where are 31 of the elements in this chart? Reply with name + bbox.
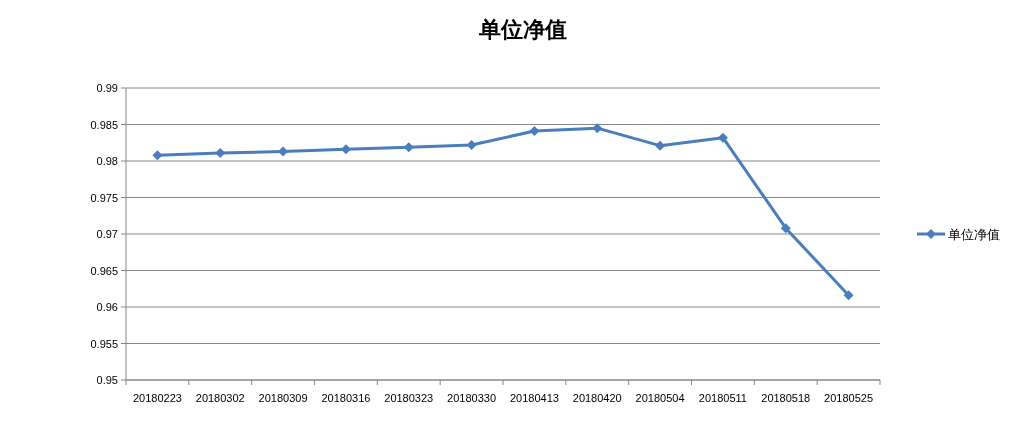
x-tick-label: 20180309 [258, 392, 308, 404]
x-tick-label: 20180302 [195, 392, 245, 404]
x-tick-label: 20180420 [572, 392, 622, 404]
x-tick-label: 20180413 [509, 392, 559, 404]
point [780, 223, 791, 234]
point [466, 139, 477, 150]
chart-title: 单位净值 [478, 16, 567, 42]
point [592, 123, 603, 134]
y-tick-label: 0.985 [90, 118, 118, 131]
x-tick-label: 20180323 [384, 392, 434, 404]
y-tick-label: 0.99 [96, 82, 118, 94]
y-tick-label: 0.96 [96, 301, 118, 313]
x-tick-label: 20180504 [635, 392, 685, 404]
x-tick-label: 20180316 [321, 392, 371, 404]
x-tick-label: 20180518 [761, 392, 811, 404]
y-tick-label: 0.975 [90, 191, 118, 204]
point [717, 132, 728, 143]
point [152, 150, 163, 161]
point [655, 140, 666, 151]
x-tick-label: 20180330 [447, 392, 497, 404]
point [843, 290, 854, 301]
point [529, 126, 540, 137]
y-tick-label: 0.95 [96, 374, 118, 386]
y-tick-label: 0.965 [90, 264, 118, 277]
y-tick-label: 0.97 [96, 228, 118, 240]
y-tick-label: 0.955 [90, 337, 118, 350]
y-tick-label: 0.98 [96, 155, 118, 167]
legend-label: 单位净值 [948, 227, 1000, 242]
x-tick-label: 20180511 [698, 392, 747, 404]
x-tick-label: 20180223 [132, 392, 182, 404]
x-tick-label: 20180525 [824, 392, 874, 404]
